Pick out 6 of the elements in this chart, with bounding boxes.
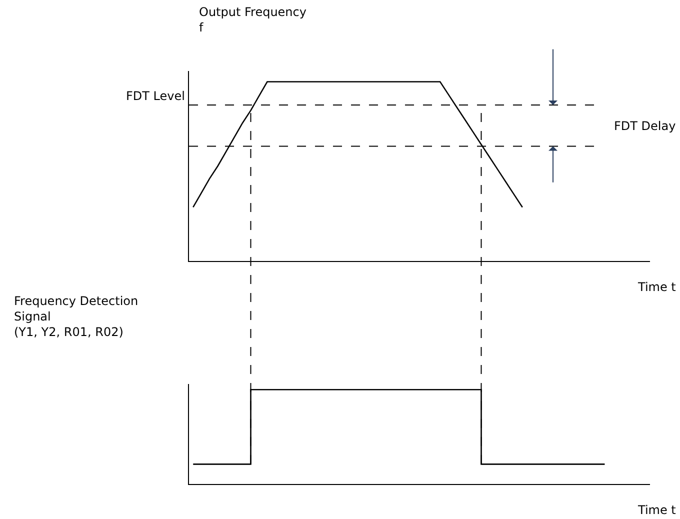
annotation: FDT Delay [614,119,676,133]
x-axis-title: Time t [637,503,676,517]
y-axis-title: Output Frequency f [199,5,306,35]
y-axis-title: Frequency Detection Signal (Y1, Y2, R01, R02) [14,294,138,340]
ref-line-label: FDT Level [126,89,185,103]
x-axis-title: Time t [637,280,676,294]
